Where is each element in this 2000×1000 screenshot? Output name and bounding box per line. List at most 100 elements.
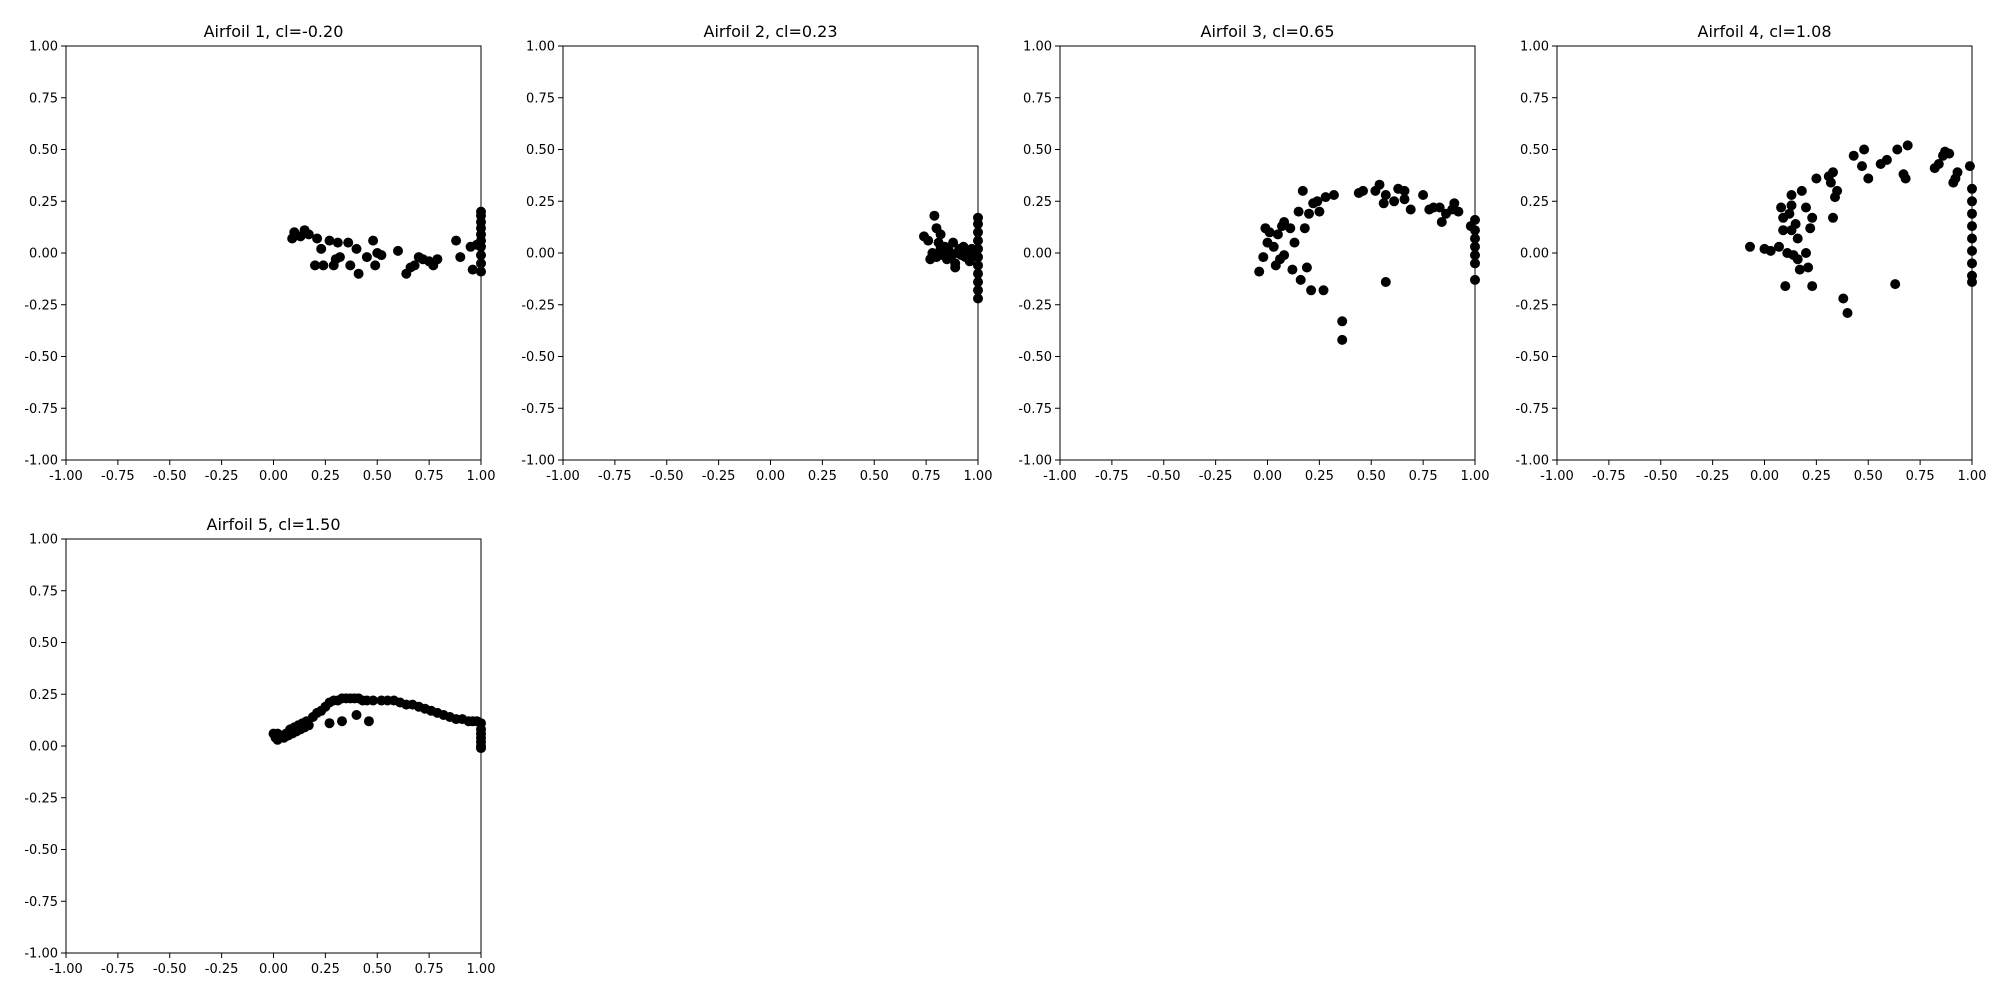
data-point <box>1337 334 1348 345</box>
x-tick-label: -0.25 <box>702 469 736 484</box>
data-point <box>343 237 354 248</box>
data-point <box>1964 161 1975 172</box>
x-tick-label: 1.00 <box>467 962 496 977</box>
data-point <box>1892 144 1903 155</box>
data-point <box>1801 202 1811 213</box>
data-point <box>1254 266 1265 277</box>
y-tick-label: -0.50 <box>24 843 58 858</box>
data-point <box>1434 202 1445 213</box>
y-tick-label: -1.00 <box>1018 454 1052 469</box>
x-tick-label: 0.75 <box>1906 469 1935 484</box>
y-tick-label: 0.25 <box>526 195 555 210</box>
data-point <box>1279 250 1290 261</box>
x-tick-label: -0.75 <box>101 962 135 977</box>
y-tick-label: -0.50 <box>1515 350 1549 365</box>
subplot-5: -1.00 -0.75 -0.50 -0.25 0.00 0.25 0.50 0.75 1.00… <box>24 515 495 977</box>
data-point <box>1289 237 1300 248</box>
data-point <box>1258 252 1269 263</box>
data-point <box>1774 241 1784 252</box>
data-point <box>1805 223 1816 234</box>
subplot-title: Airfoil 5, cl=1.50 <box>207 515 341 534</box>
data-point <box>409 260 420 271</box>
data-point <box>1358 185 1368 196</box>
y-tick-label: -0.50 <box>1018 350 1052 365</box>
data-point <box>1832 185 1843 196</box>
data-point <box>923 235 934 246</box>
y-tick-label: -0.25 <box>24 298 58 313</box>
x-tick-label: -0.50 <box>1147 469 1181 484</box>
y-tick-label: 0.75 <box>29 91 58 106</box>
x-tick-label: 0.00 <box>259 962 288 977</box>
subplot-4: -1.00 -0.75 -0.50 -0.25 0.00 0.25 0.50 0.75 1.00… <box>1515 22 1986 484</box>
y-tick-label: 0.00 <box>1023 247 1052 262</box>
data-point <box>1825 177 1836 188</box>
data-point <box>1776 202 1787 213</box>
data-point <box>1842 308 1853 318</box>
y-tick-label: 0.25 <box>1023 195 1052 210</box>
data-point <box>345 260 356 271</box>
y-tick-label: -0.75 <box>24 402 58 417</box>
x-tick-label: -0.50 <box>153 469 187 484</box>
y-tick-label: 0.50 <box>29 636 58 651</box>
data-point <box>1792 254 1803 265</box>
y-tick-label: 0.75 <box>1520 91 1549 106</box>
data-point <box>929 210 940 221</box>
data-point <box>1318 285 1329 296</box>
data-point <box>1952 167 1963 178</box>
x-tick-label: 0.50 <box>860 469 889 484</box>
x-tick-label: -1.00 <box>1540 469 1574 484</box>
y-tick-label: 1.00 <box>29 533 58 548</box>
data-point <box>303 720 314 731</box>
y-tick-label: -0.75 <box>1515 402 1549 417</box>
x-tick-label: 0.75 <box>912 469 941 484</box>
x-tick-label: 0.25 <box>1305 469 1334 484</box>
data-point <box>1881 154 1892 165</box>
data-point <box>935 229 946 240</box>
y-tick-label: 0.75 <box>1023 91 1052 106</box>
data-point <box>1794 264 1805 275</box>
x-tick-label: 0.75 <box>1409 469 1438 484</box>
x-tick-label: -0.50 <box>153 962 187 977</box>
x-tick-label: -0.50 <box>650 469 684 484</box>
x-tick-label: -0.75 <box>598 469 632 484</box>
data-point <box>318 260 329 271</box>
y-tick-label: 0.50 <box>1023 143 1052 158</box>
y-tick-label: 0.75 <box>29 584 58 599</box>
x-tick-label: 1.00 <box>1461 469 1490 484</box>
data-point <box>1890 279 1901 290</box>
data-point <box>1279 217 1290 227</box>
x-tick-label: 1.00 <box>1958 469 1987 484</box>
y-tick-label: 1.00 <box>1520 40 1549 55</box>
y-tick-label: 0.50 <box>1520 143 1549 158</box>
y-tick-label: -0.25 <box>1018 298 1052 313</box>
data-point <box>363 716 374 727</box>
x-tick-label: -0.25 <box>1199 469 1233 484</box>
x-tick-label: -1.00 <box>1043 469 1077 484</box>
y-tick-label: -1.00 <box>24 947 58 962</box>
x-tick-label: -1.00 <box>546 469 580 484</box>
data-point <box>1790 219 1801 229</box>
data-point <box>1295 274 1306 285</box>
data-point <box>1801 248 1811 258</box>
data-point <box>1299 223 1310 234</box>
data-point <box>950 262 961 273</box>
subplot-3: -1.00 -0.75 -0.50 -0.25 0.00 0.25 0.50 0.75 1.00… <box>1018 22 1489 484</box>
y-tick-label: -1.00 <box>24 454 58 469</box>
data-point <box>1902 140 1913 151</box>
data-point <box>1418 190 1429 200</box>
data-point <box>303 229 314 240</box>
x-tick-label: 0.50 <box>1357 469 1386 484</box>
x-tick-label: 0.00 <box>1253 469 1282 484</box>
data-point <box>1314 206 1325 217</box>
y-tick-label: 1.00 <box>1023 40 1052 55</box>
data-point <box>1301 262 1312 273</box>
data-point <box>324 718 335 729</box>
x-tick-label: 0.00 <box>756 469 785 484</box>
x-tick-label: -0.50 <box>1644 469 1678 484</box>
data-point <box>351 710 362 720</box>
data-point <box>432 254 443 265</box>
data-point <box>1268 241 1279 252</box>
data-point <box>1765 245 1776 256</box>
subplot-1: -1.00 -0.75 -0.50 -0.25 0.00 0.25 0.50 0.75 1.00… <box>24 22 495 484</box>
data-point <box>361 252 372 263</box>
